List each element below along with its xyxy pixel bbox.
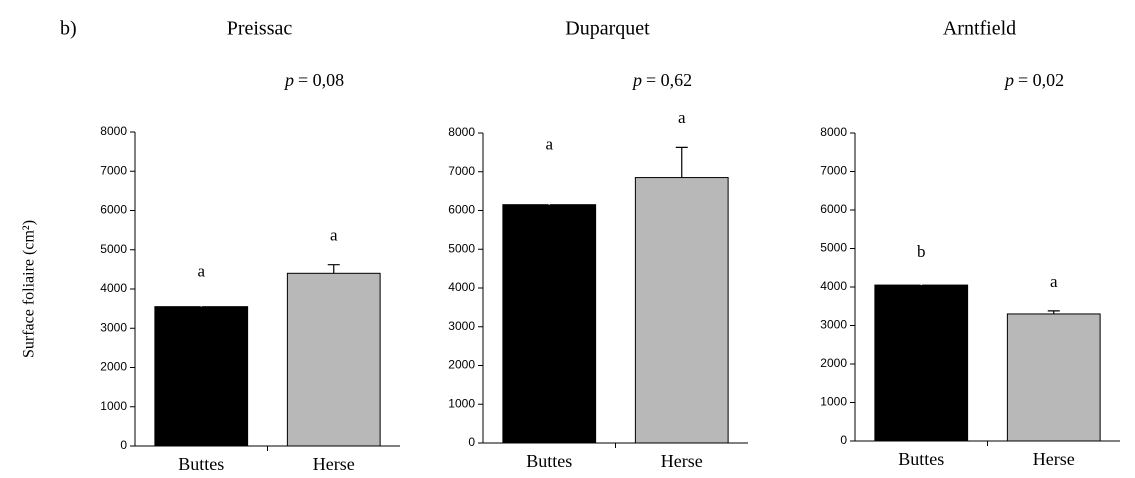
y-tick-label: 8000 xyxy=(100,124,127,138)
p-symbol: p xyxy=(283,70,294,90)
bar xyxy=(874,284,969,442)
error-bar xyxy=(1047,310,1060,314)
significance-letter: a xyxy=(545,135,553,154)
x-tick-label: Buttes xyxy=(526,451,572,471)
p-value: p = 0,02 xyxy=(1003,70,1064,90)
significance-letter: a xyxy=(1050,272,1058,291)
y-tick-label: 0 xyxy=(120,438,127,452)
p-value: p = 0,08 xyxy=(283,70,344,90)
y-tick-label: 4000 xyxy=(820,279,847,293)
y-tick-label: 2000 xyxy=(100,360,127,374)
y-tick-label: 6000 xyxy=(820,202,847,216)
significance-letter: a xyxy=(330,226,338,245)
y-tick-label: 8000 xyxy=(448,125,475,139)
p-text: = 0,02 xyxy=(1018,70,1064,90)
y-tick-label: 5000 xyxy=(820,241,847,255)
panel-label: b) xyxy=(60,18,77,40)
p-symbol: p xyxy=(1003,70,1014,90)
p-symbol: p xyxy=(631,70,642,90)
bar xyxy=(286,272,381,447)
y-tick-label: 1000 xyxy=(100,399,127,413)
y-axis-label: Surface foliaire (cm²) xyxy=(21,220,38,358)
y-tick-label: 3000 xyxy=(820,318,847,332)
error-bar xyxy=(195,300,208,307)
significance-letter: a xyxy=(678,108,686,127)
p-value: p = 0,62 xyxy=(631,70,692,90)
chart-title: Preissac xyxy=(227,18,293,40)
p-text: = 0,08 xyxy=(298,70,344,90)
bar xyxy=(634,177,729,444)
y-tick-label: 0 xyxy=(840,433,847,447)
y-tick-label: 4000 xyxy=(100,281,127,295)
y-tick-label: 2000 xyxy=(448,358,475,372)
x-tick-label: Herse xyxy=(661,451,703,471)
p-text: = 0,62 xyxy=(646,70,692,90)
x-tick-label: Buttes xyxy=(178,454,224,474)
chart-title: Duparquet xyxy=(565,18,650,40)
y-tick-label: 2000 xyxy=(820,356,847,370)
y-tick-label: 6000 xyxy=(448,203,475,217)
y-tick-label: 4000 xyxy=(448,280,475,294)
y-tick-label: 5000 xyxy=(448,241,475,255)
y-tick-label: 3000 xyxy=(100,320,127,334)
x-tick-label: Herse xyxy=(1033,449,1075,469)
error-bar xyxy=(327,264,340,274)
significance-letter: b xyxy=(917,242,926,261)
error-bar xyxy=(915,280,928,286)
bar xyxy=(1006,313,1101,442)
x-tick-label: Buttes xyxy=(898,449,944,469)
y-tick-label: 8000 xyxy=(820,125,847,139)
y-tick-label: 0 xyxy=(468,435,475,449)
chart-title: Arntfield xyxy=(943,18,1016,40)
y-tick-label: 1000 xyxy=(448,396,475,410)
bar xyxy=(502,204,597,444)
significance-letter: a xyxy=(197,262,205,281)
y-tick-label: 7000 xyxy=(100,163,127,177)
y-tick-label: 5000 xyxy=(100,242,127,256)
x-tick-label: Herse xyxy=(313,454,355,474)
bar xyxy=(154,306,249,447)
error-bar xyxy=(675,146,688,178)
y-tick-label: 7000 xyxy=(448,164,475,178)
y-tick-label: 7000 xyxy=(820,164,847,178)
y-tick-label: 1000 xyxy=(820,395,847,409)
error-bar xyxy=(543,173,556,205)
y-tick-label: 6000 xyxy=(100,203,127,217)
y-tick-label: 3000 xyxy=(448,319,475,333)
